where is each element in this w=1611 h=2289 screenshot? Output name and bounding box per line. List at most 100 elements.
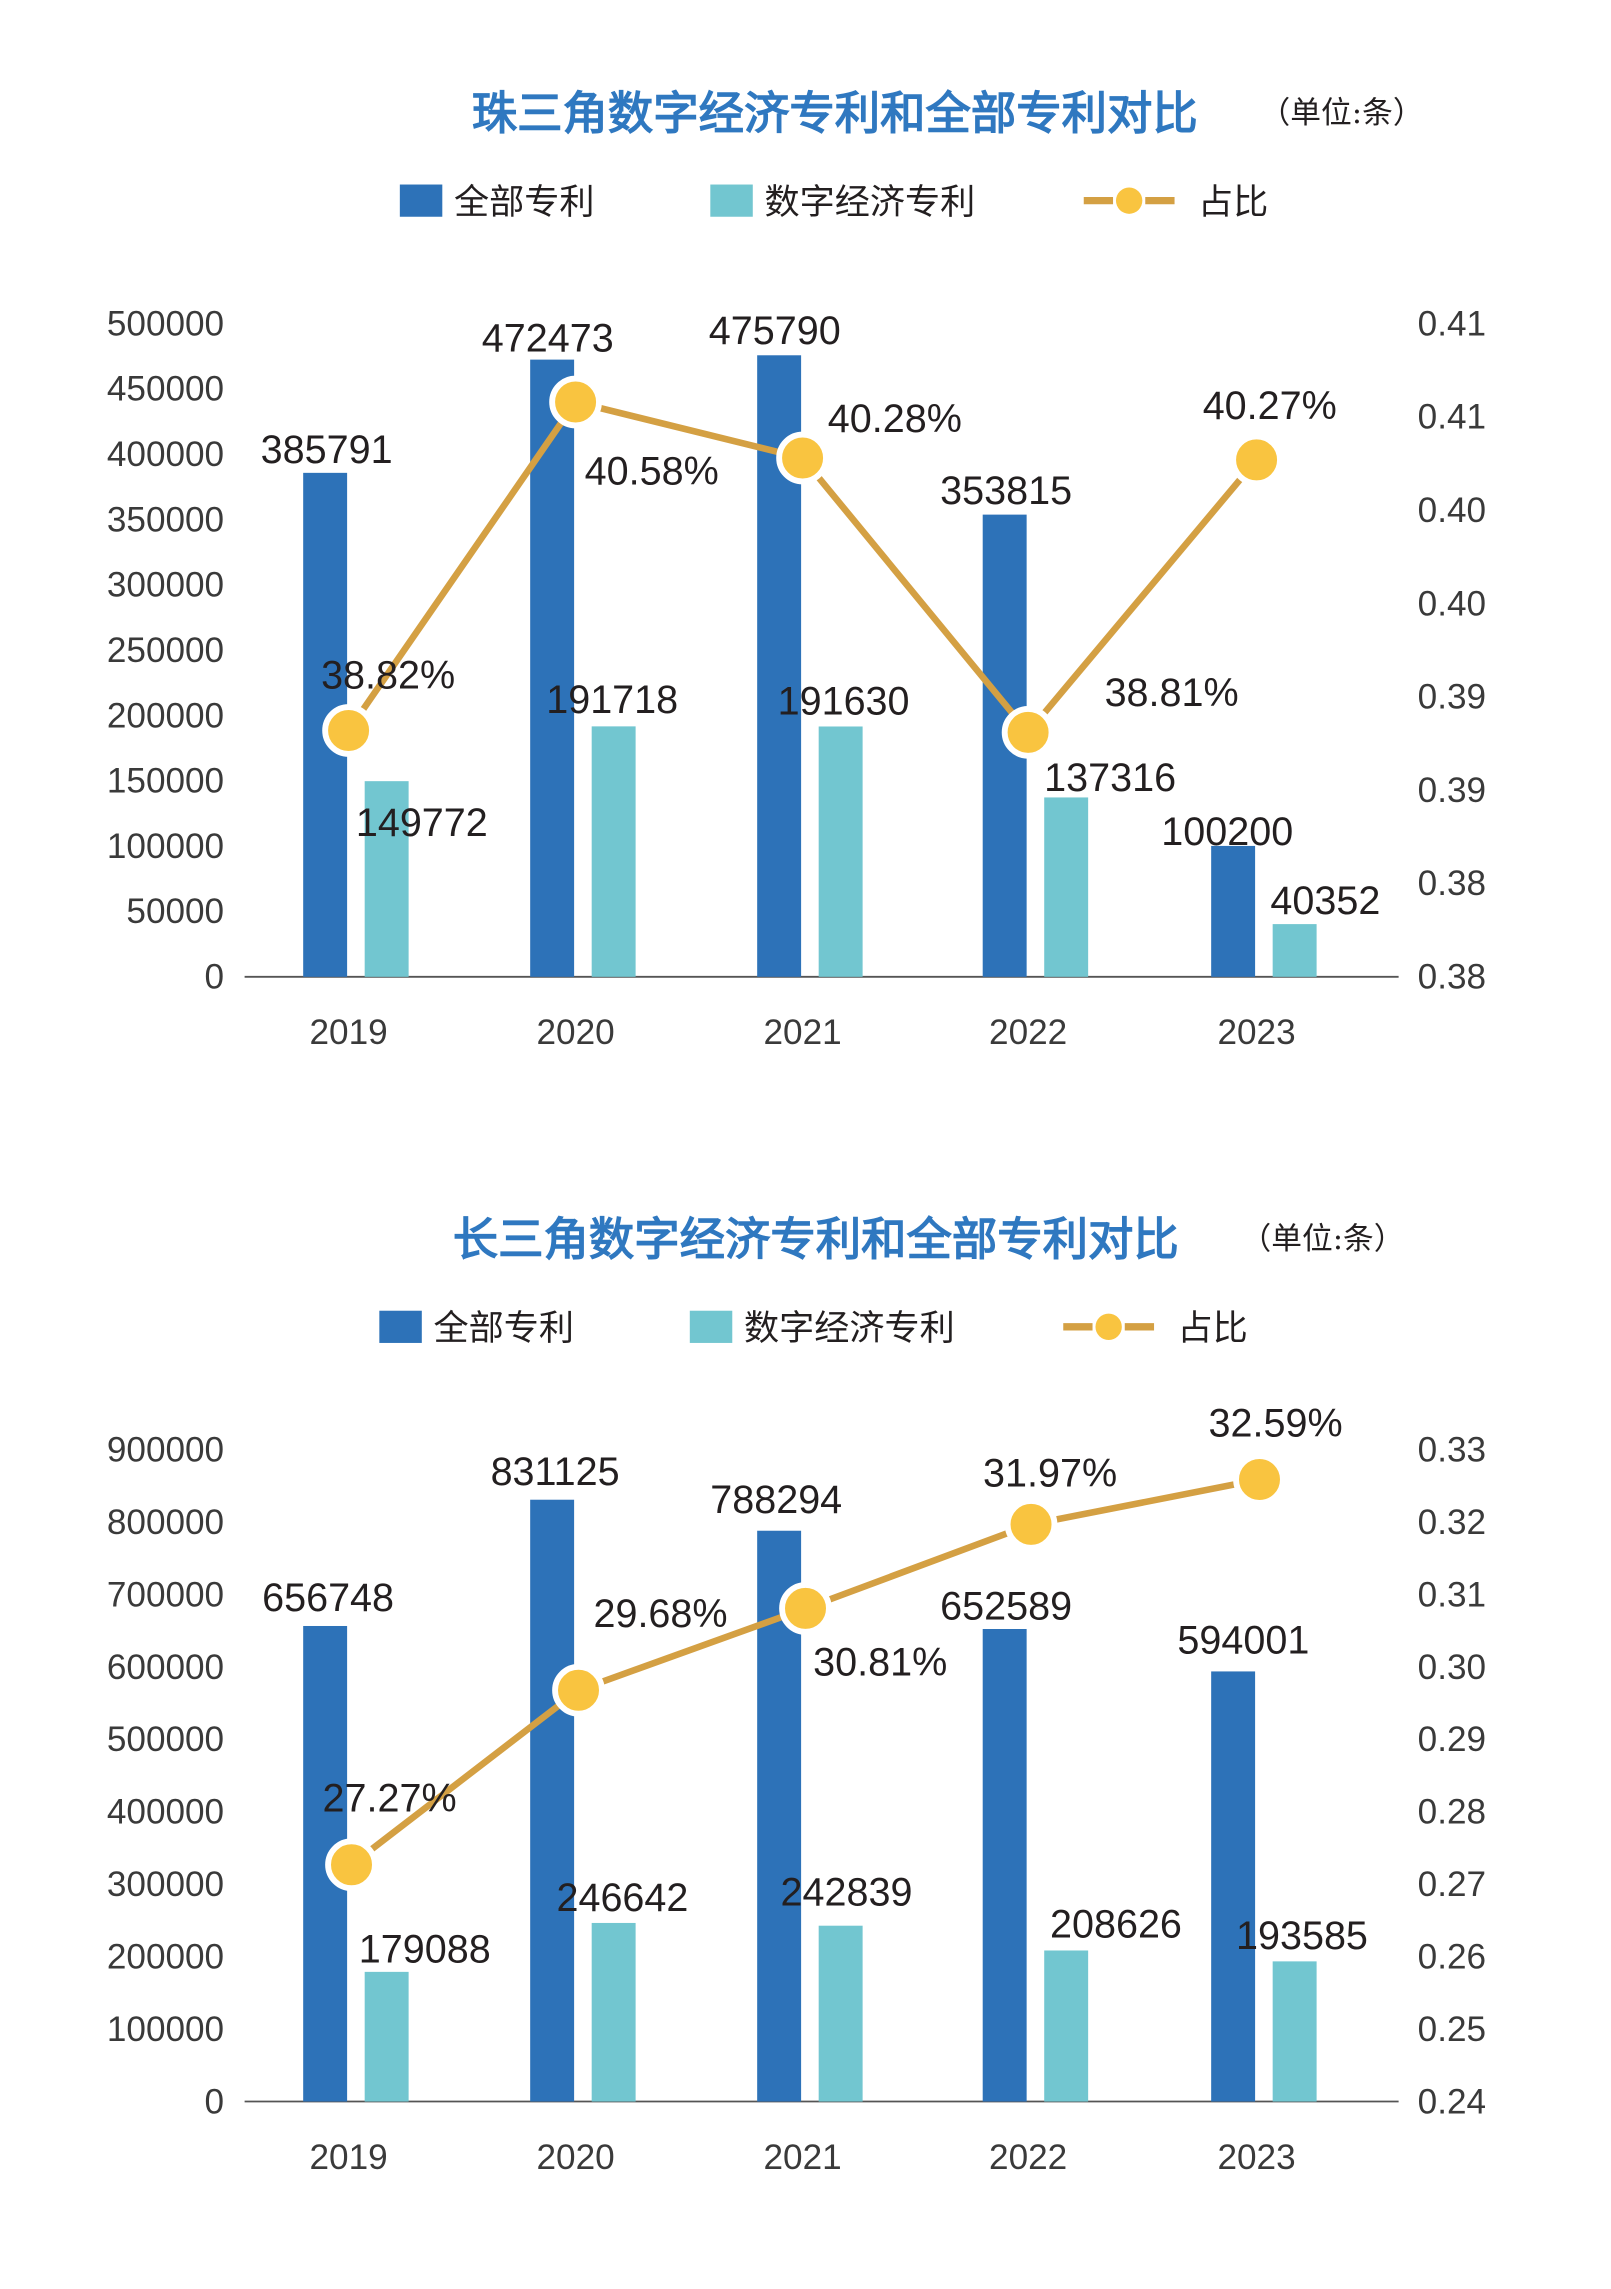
bar-total-2022 <box>982 1628 1027 2102</box>
y-left-tick: 50000 <box>126 892 224 931</box>
legend-label-total: 全部专利 <box>454 182 595 223</box>
data-label-digital: 242839 <box>781 1870 913 1914</box>
bar-digital-2021 <box>818 1925 863 2102</box>
y-left-tick: 600000 <box>107 1648 224 1687</box>
y-right-tick: 0.39 <box>1418 771 1486 810</box>
legend-label-total: 全部专利 <box>434 1308 575 1349</box>
legend-swatch-digital <box>710 184 753 217</box>
y-left-tick: 150000 <box>107 762 224 801</box>
y-left-tick: 0 <box>205 2082 225 2121</box>
legend-swatch-digital <box>689 1310 733 1343</box>
data-label-ratio: 27.27% <box>323 1777 457 1821</box>
data-label-total: 656748 <box>262 1576 394 1620</box>
data-label-total: 831125 <box>491 1450 620 1494</box>
unit-label: （单位:条） <box>1259 95 1423 131</box>
bar-digital-2020 <box>591 726 636 977</box>
legend-swatch-total <box>379 1310 422 1343</box>
data-label-total: 594001 <box>1177 1618 1309 1662</box>
data-label-ratio: 40.27% <box>1203 384 1337 428</box>
legend-label-digital: 数字经济专利 <box>764 182 975 223</box>
y-right-tick: 0.39 <box>1418 678 1486 717</box>
data-label-digital: 246642 <box>556 1876 688 1920</box>
y-right-tick: 0.38 <box>1418 958 1486 997</box>
data-label-ratio: 38.82% <box>321 653 455 697</box>
data-label-total: 475790 <box>709 309 841 353</box>
y-right-tick: 0.25 <box>1418 2010 1486 2049</box>
data-label-ratio: 40.28% <box>828 397 962 441</box>
x-tick: 2020 <box>537 2138 615 2177</box>
x-tick: 2022 <box>989 1013 1067 1052</box>
chart-2: 长三角数字经济专利和全部专利对比 （单位:条） 全部专利 数字经济专利 占比 0 10000… <box>107 1213 1486 2177</box>
data-label-total: 100200 <box>1161 810 1293 854</box>
legend: 全部专利 数字经济专利 占比 <box>399 182 1268 223</box>
y-left-tick: 350000 <box>107 500 224 539</box>
data-label-ratio: 38.81% <box>1105 671 1239 715</box>
bar-digital-2019 <box>364 781 409 977</box>
y-left-tick: 450000 <box>107 370 224 409</box>
x-tick: 2019 <box>310 2138 388 2177</box>
ratio-point-2022 <box>1001 705 1055 759</box>
y-right-tick: 0.26 <box>1418 1937 1486 1976</box>
y-right-tick: 0.28 <box>1418 1793 1486 1832</box>
x-tick: 2023 <box>1217 2138 1295 2177</box>
data-label-total: 652589 <box>940 1585 1072 1629</box>
y-left-tick: 300000 <box>107 566 224 605</box>
x-tick: 2021 <box>764 1013 842 1052</box>
bar-total-2020 <box>530 1499 575 2102</box>
y-right-tick: 0.24 <box>1418 2082 1486 2121</box>
y-left-tick: 400000 <box>107 1793 224 1832</box>
legend-swatch-total <box>399 184 443 217</box>
y-right-tick: 0.41 <box>1418 398 1486 437</box>
ratio-point-2023 <box>1233 1453 1286 1506</box>
legend-label-ratio: 占比 <box>1177 1308 1247 1349</box>
y-left-tick: 800000 <box>107 1503 224 1542</box>
y-right-tick: 0.38 <box>1418 864 1486 903</box>
y-right-tick: 0.27 <box>1418 1865 1486 1904</box>
legend-dot-ratio <box>1095 1313 1122 1341</box>
bar-total-2023 <box>1211 1671 1256 2102</box>
y-left-tick: 700000 <box>107 1575 224 1614</box>
bar-digital-2023 <box>1272 924 1317 977</box>
ratio-point-2022 <box>1004 1498 1058 1551</box>
ratio-point-2021 <box>779 1582 832 1635</box>
bar-digital-2021 <box>818 726 863 977</box>
data-label-digital: 137316 <box>1044 756 1176 800</box>
legend-label-ratio: 占比 <box>1198 182 1268 223</box>
data-label-total: 385791 <box>261 428 393 472</box>
data-label-total: 788294 <box>710 1478 842 1522</box>
data-label-digital: 191718 <box>546 678 678 722</box>
y-left-tick: 100000 <box>107 2010 224 2049</box>
ratio-line <box>349 1476 1261 1868</box>
ratio-point-2019 <box>325 1838 378 1892</box>
y-left-tick: 250000 <box>107 631 224 670</box>
y-right-tick: 0.40 <box>1418 491 1486 530</box>
x-tick: 2022 <box>989 2138 1067 2177</box>
ratio-point-2020 <box>549 375 602 429</box>
legend-label-digital: 数字经济专利 <box>744 1308 955 1349</box>
bar-total-2020 <box>530 359 575 977</box>
bar-digital-2022 <box>1044 1950 1089 2102</box>
data-label-ratio: 32.59% <box>1209 1402 1343 1446</box>
y-left-tick: 400000 <box>107 435 224 474</box>
bar-digital-2019 <box>364 1971 409 2102</box>
ratio-point-2020 <box>552 1663 605 1717</box>
x-tick: 2023 <box>1217 1013 1295 1052</box>
data-label-ratio: 31.97% <box>983 1451 1117 1495</box>
data-label-digital: 149772 <box>356 801 488 845</box>
y-right-tick: 0.31 <box>1418 1575 1486 1614</box>
y-right-tick: 0.40 <box>1418 584 1486 623</box>
bar-digital-2020 <box>591 1922 636 2102</box>
data-label-digital: 179088 <box>359 1927 491 1971</box>
data-label-total: 472473 <box>482 316 614 360</box>
x-tick: 2019 <box>310 1013 388 1052</box>
y-left-tick: 200000 <box>107 696 224 735</box>
y-right-tick: 0.41 <box>1418 304 1486 343</box>
y-right-tick: 0.32 <box>1418 1503 1486 1542</box>
legend: 全部专利 数字经济专利 占比 <box>379 1308 1248 1349</box>
data-label-digital: 40352 <box>1270 879 1380 923</box>
y-left-tick: 100000 <box>107 827 224 866</box>
data-label-ratio: 40.58% <box>585 450 719 494</box>
bar-total-2023 <box>1211 845 1256 977</box>
chart-title: 珠三角数字经济专利和全部专利对比 <box>472 87 1198 140</box>
